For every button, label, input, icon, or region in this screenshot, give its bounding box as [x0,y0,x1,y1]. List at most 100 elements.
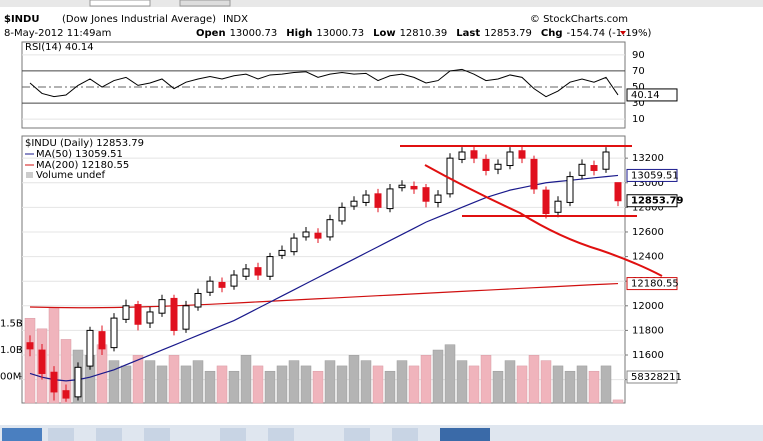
y-tick-label: 12600 [632,227,664,238]
volume-bar [324,360,336,404]
y-tick-label: 12000 [632,301,664,312]
volume-bar [360,360,372,404]
start-button[interactable] [2,428,42,441]
volume-bar [156,365,168,404]
volume-bar [480,355,492,404]
candle-body [26,342,34,350]
volume-bar [504,360,516,404]
volume-bar [60,339,72,404]
candle-body [170,297,178,331]
volume-bar [312,370,324,404]
stat-label: Low [373,28,395,39]
candle-body [242,268,250,277]
candle-body [146,311,154,324]
stat-value: 13000.73 [230,28,278,39]
candle-body [254,267,262,276]
stat-value: 12853.79 [484,28,532,39]
ma200-box [626,277,678,291]
candle-body [74,366,82,398]
exchange: INDX [223,14,248,25]
candle-body [110,317,118,349]
task-icon[interactable] [344,428,370,441]
candle-body [410,185,418,190]
candle-body [158,299,166,314]
volume-tick-label: 00M [0,372,21,383]
rsi-tick-label: 90 [632,50,645,61]
volume-bar [408,365,420,404]
volume-bar [300,365,312,404]
task-icon[interactable] [268,428,294,441]
volume-box [626,370,678,384]
rsi-tick-label: 30 [632,98,645,109]
volume-bar [576,365,588,404]
task-icon[interactable] [392,428,418,441]
volume-bar [396,360,408,404]
rsi-value: 40.14 [631,90,660,101]
last-value: 12853.79 [631,196,684,207]
volume-bar [492,370,504,404]
volume-bar [384,370,396,404]
button[interactable] [179,0,231,7]
task-icon[interactable] [440,428,490,441]
candle-body [470,150,478,159]
stat-value: 13000.73 [316,28,364,39]
date: 8-May-2012 11:49am [4,28,111,39]
candle-body [386,188,394,210]
volume-bar [108,360,120,404]
y-tick-label: 12400 [632,252,664,263]
candle-body [506,151,514,167]
volume-bar [456,360,468,404]
volume-bar [204,370,216,404]
rsi-panel [21,41,626,129]
rsi-tick-label: 10 [632,114,645,125]
candle-body [530,158,538,190]
volume-bar [132,355,144,404]
ma200-legend: MA(200) 12180.55 [36,160,129,171]
taskbar [0,425,763,441]
task-icon[interactable] [220,428,246,441]
y-tick-label: 11600 [632,350,664,361]
candle-body [218,281,226,288]
toolbar-strip [0,0,763,7]
volume-bar [348,355,360,404]
candle-body [494,163,502,170]
stat-label: Open [196,28,226,39]
candle-body [314,232,322,239]
candle-body [62,390,70,399]
task-icon[interactable] [48,428,74,441]
candle-body [446,157,454,195]
volume-bar [276,365,288,404]
candle-body [614,182,622,202]
volume-bar [564,370,576,404]
candle-body [578,163,586,176]
volume-swatch [26,172,33,178]
volume-bar [468,365,480,404]
task-icon[interactable] [144,428,170,441]
volume-bar [540,360,552,404]
ma50-value: 13059.51 [631,170,679,181]
volume-bar [528,355,540,404]
stat-value: 12810.39 [400,28,448,39]
volume-bar [600,365,612,404]
dropdown[interactable] [89,0,151,7]
ma50-line [29,174,619,382]
rsi-tick-label: 50 [632,82,645,93]
price-panel [21,135,626,404]
candle-body [206,280,214,293]
candle-body [482,158,490,171]
candle-body [374,193,382,208]
candle-body [362,194,370,203]
volume-value: 58328211 [631,372,682,383]
symbol: $INDU [4,14,39,25]
volume-tick-label: 1.0B [0,345,23,356]
ma50-box [626,168,678,182]
candle-body [458,151,466,160]
candle-body [122,305,130,320]
volume-bar [552,365,564,404]
task-icon[interactable] [96,428,122,441]
volume-bar [168,355,180,404]
candle-body [50,371,58,393]
stat-label: Chg [541,28,563,39]
rsi-legend: RSI(14) 40.14 [25,42,94,53]
stat-label: Last [456,28,480,39]
